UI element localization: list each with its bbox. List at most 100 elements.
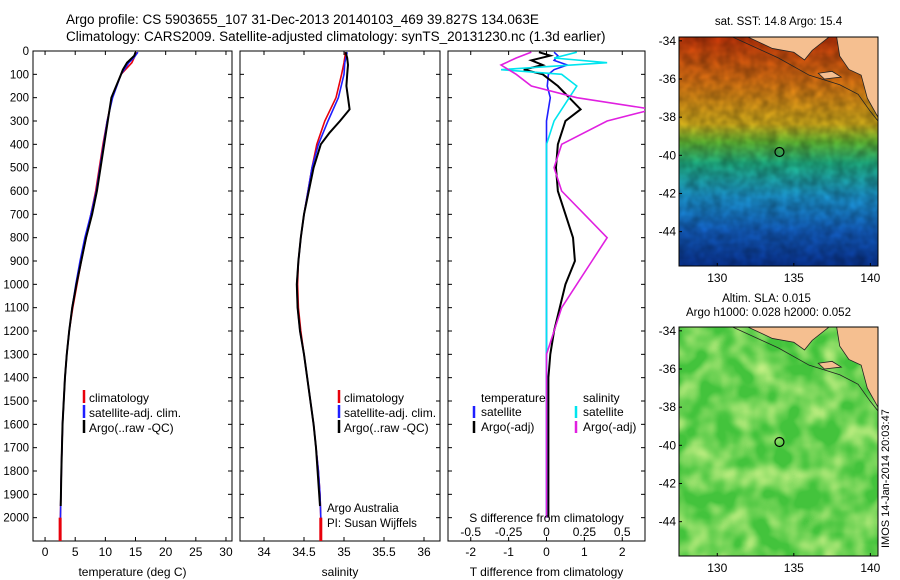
map-y-tick-label: -38 (659, 400, 677, 414)
x-tick-label: 35 (337, 545, 351, 559)
legend-salinity-title: salinity (583, 391, 620, 405)
map-y-tick-label: -44 (659, 225, 677, 239)
map-x-tick-label: 140 (860, 271, 880, 285)
shelf-contour (732, 37, 878, 122)
map-y-tick-label: -36 (659, 362, 677, 376)
salinity-series-group (295, 51, 351, 530)
land-eyre-peninsula (747, 37, 830, 61)
sst_map-field (679, 37, 878, 266)
salinity-panel: 34 34.5 35 35.5 36 salinity climatologysatelli… (239, 50, 441, 579)
y-tick-label: 400 (10, 139, 29, 151)
sla_map-frame (678, 326, 879, 557)
map-x-tick-label: 140 (860, 561, 880, 575)
x-tick-label: 0 (543, 545, 550, 559)
y-tick-label: 1400 (3, 373, 29, 385)
x-tick-label: 2 (619, 545, 626, 559)
s-axis-label: S difference from climatology (469, 511, 624, 525)
x-tick-label: -1 (503, 545, 514, 559)
difference-series-group (499, 51, 645, 518)
y-tick-label: 1100 (4, 303, 29, 315)
map-y-tick-label: -42 (659, 476, 677, 490)
x-tick-label: 34 (257, 545, 271, 559)
y-tick-label: 100 (10, 69, 29, 81)
x-tick-label: 1 (581, 545, 588, 559)
legend-label: climatology (89, 391, 149, 405)
sst_map: 130 135 140 -34 -36 -38 -40 -42 -44 sat. SST: 14.… (659, 16, 881, 285)
y-tick-label: 1900 (3, 489, 29, 501)
x-tick-label: -2 (465, 545, 476, 559)
sla-title: Altim. SLA: 0.015 (722, 293, 811, 305)
annotation-pi: PI: Susan Wijffels (327, 518, 417, 530)
legend-temperature-title: temperature (481, 391, 546, 405)
map-y-tick-label: -42 (659, 186, 677, 200)
y-tick-label: 1800 (3, 466, 29, 478)
legend-label: satellite (481, 405, 522, 419)
legend-label: satellite-adj. clim. (89, 406, 181, 420)
sla-subtitle: Argo h1000: 0.028 h2000: 0.052 (686, 307, 851, 319)
s-tick-label: 0.25 (573, 525, 597, 539)
series-argo-raw-qc- (59, 51, 137, 507)
s-tick-label: 0 (543, 525, 550, 539)
sla_map-field (679, 327, 878, 556)
s-tick-label: -0.5 (460, 525, 481, 539)
legend-label: Argo(-adj) (481, 420, 534, 434)
imos-timestamp: IMOS 14-Jan-2014 20:03:47 (880, 409, 892, 548)
s-tick-label: 0.5 (614, 525, 631, 539)
map-x-tick-label: 135 (784, 561, 804, 575)
argo-location-marker (774, 146, 785, 158)
annotation-institution: Argo Australia (327, 503, 399, 515)
y-tick-label: 600 (10, 186, 29, 198)
y-tick-label: 1300 (3, 349, 29, 361)
map-y-tick-label: -36 (659, 72, 677, 86)
y-tick-label: 1600 (3, 419, 29, 431)
sla_map: 130 135 140 -34 -36 -38 -40 -42 -44 Altim. SLA: 0… (659, 293, 881, 575)
difference-xlabel: T difference from climatology (470, 565, 624, 579)
y-tick-label: 1500 (3, 396, 29, 408)
x-tick-label: 0 (42, 545, 49, 559)
salinity-xlabel: salinity (322, 565, 359, 579)
y-tick-label: 800 (10, 233, 29, 245)
x-tick-label: 36 (417, 545, 431, 559)
temperature-axes-frame (32, 50, 233, 542)
x-tick-label: 5 (72, 545, 79, 559)
sst-title: sat. SST: 14.8 Argo: 15.4 (715, 16, 843, 28)
series-salinity-argo-adj- (499, 51, 645, 518)
map-y-tick-label: -44 (659, 515, 677, 529)
legend-label: satellite-adj. clim. (344, 406, 436, 420)
salinity-axes-frame (239, 50, 441, 542)
x-tick-label: 35.5 (372, 545, 396, 559)
map-x-tick-label: 135 (784, 271, 804, 285)
land-eyre-peninsula (747, 327, 830, 351)
x-tick-label: 15 (129, 545, 143, 559)
x-tick-label: 20 (159, 545, 173, 559)
x-tick-label: 25 (189, 545, 203, 559)
y-tick-label: 1200 (3, 326, 29, 338)
legend-label: climatology (344, 391, 404, 405)
temperature-series-group (59, 51, 139, 530)
map-y-tick-label: -34 (659, 34, 677, 48)
sst_map-frame (678, 36, 879, 267)
y-tick-label: 1000 (3, 279, 29, 291)
land-fleurieu (836, 37, 878, 118)
profile-title: Argo profile: CS 5903655_107 31-Dec-2013… (66, 12, 539, 27)
legend-label: Argo(-adj) (583, 420, 636, 434)
map-x-tick-label: 130 (707, 271, 727, 285)
shelf-contour (732, 327, 878, 412)
x-tick-label: 30 (219, 545, 233, 559)
y-tick-label: 700 (10, 209, 29, 221)
sst-texture (679, 37, 878, 266)
land-fleurieu (836, 327, 878, 408)
sla-anomaly-blobs (679, 327, 878, 556)
map-y-tick-label: -38 (659, 110, 677, 124)
map-y-tick-label: -34 (659, 324, 677, 338)
s-tick-label: -0.25 (495, 525, 523, 539)
series-argo-raw-qc- (295, 51, 351, 507)
y-tick-label: 900 (10, 256, 29, 268)
legend-label: satellite (583, 405, 624, 419)
map-x-tick-label: 130 (707, 561, 727, 575)
y-tick-label: 1700 (3, 443, 29, 455)
temperature-xlabel: temperature (deg C) (78, 565, 186, 579)
land-kangaroo-island (817, 70, 843, 80)
map-y-tick-label: -40 (659, 148, 677, 162)
